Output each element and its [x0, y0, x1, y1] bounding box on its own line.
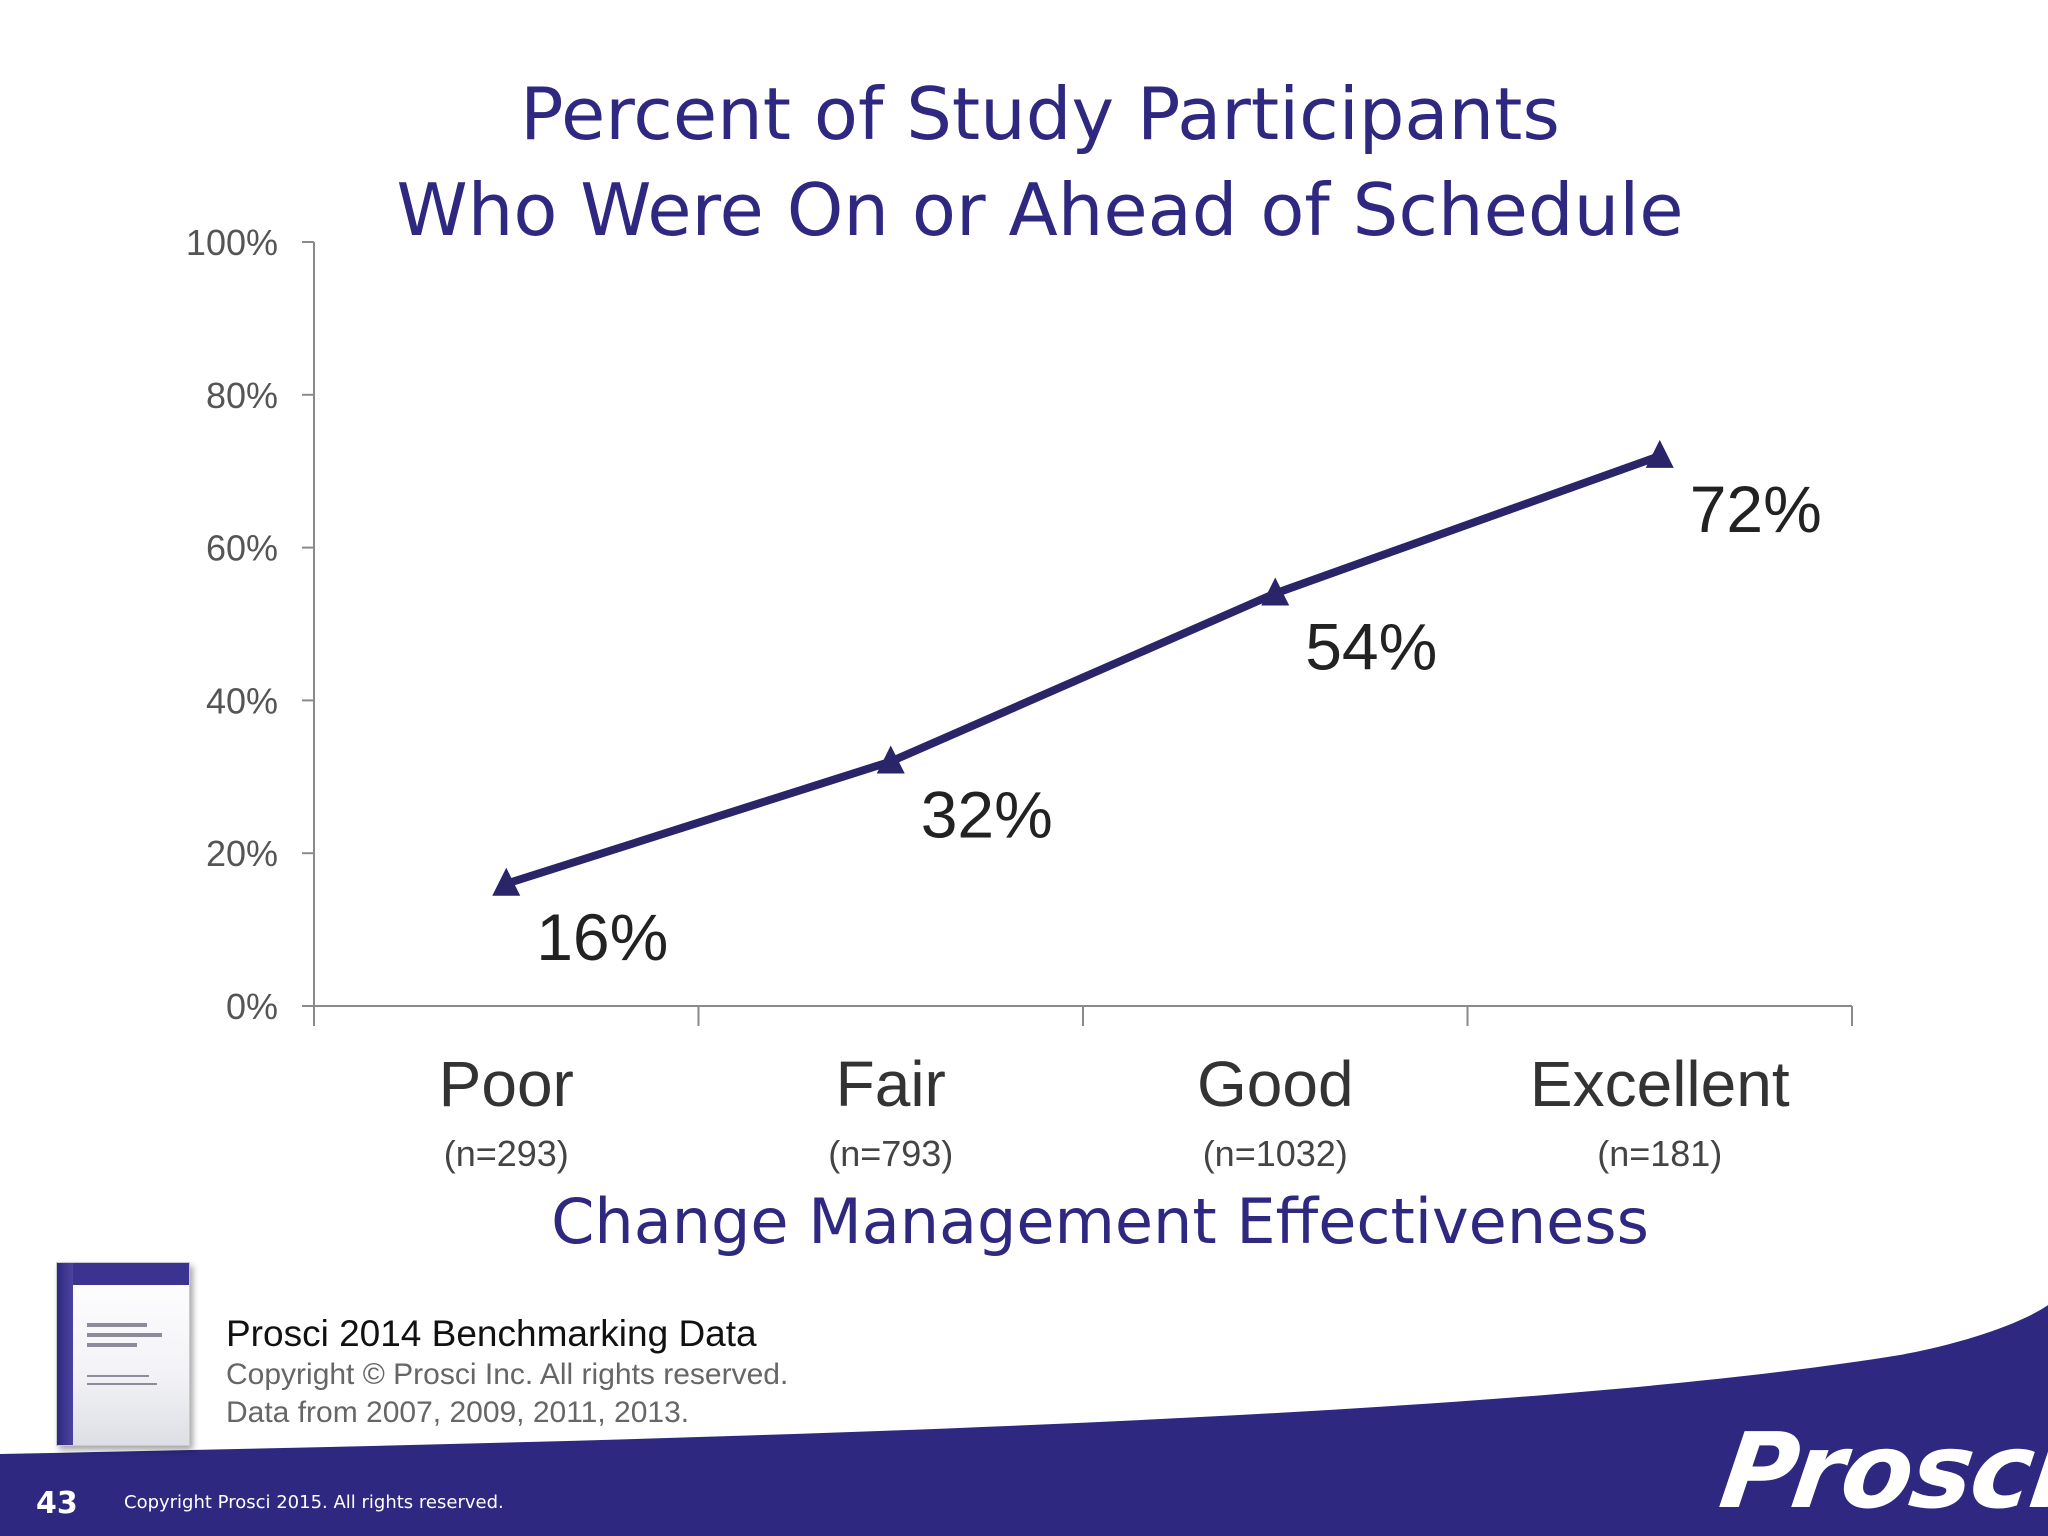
y-tick-label: 40% [206, 680, 278, 721]
chart-title-line-2: Who Were On or Ahead of Schedule [396, 168, 1684, 252]
line-chart: 0% 20% 40% 60% 80% 100% Poor (n=293) Fair (n=793)… [186, 222, 1853, 1174]
x-category-sublabel: (n=793) [828, 1133, 953, 1174]
x-category-label: Fair [836, 1048, 946, 1120]
chart-title-line-1: Percent of Study Participants [520, 72, 1560, 156]
y-tick-label: 60% [206, 528, 278, 569]
data-point-marker [1645, 439, 1674, 468]
x-category-sublabel: (n=1032) [1203, 1133, 1348, 1174]
footer-copyright: Copyright Prosci 2015. All rights reserv… [124, 1492, 504, 1513]
data-label: 54% [1305, 609, 1437, 683]
page-number: 43 [36, 1486, 78, 1521]
source-note: Prosci 2014 Benchmarking Data Copyright … [226, 1312, 788, 1432]
source-heading: Prosci 2014 Benchmarking Data [226, 1313, 757, 1354]
y-tick-label: 0% [226, 986, 278, 1027]
data-label: 72% [1690, 472, 1822, 546]
series-line [505, 452, 1662, 888]
x-category-label: Good [1197, 1048, 1354, 1120]
source-years: Data from 2007, 2009, 2011, 2013. [226, 1396, 690, 1429]
x-category-label: Excellent [1530, 1048, 1790, 1120]
source-copyright: Copyright © Prosci Inc. All rights reser… [226, 1358, 789, 1391]
data-point-marker [1261, 577, 1290, 606]
y-tick-label: 80% [206, 375, 278, 416]
data-label: 32% [921, 778, 1053, 852]
report-cover-thumbnail [56, 1262, 190, 1446]
y-tick-label: 20% [206, 833, 278, 874]
data-label: 16% [536, 900, 668, 974]
y-tick-label: 100% [186, 222, 278, 263]
x-axis-title: Change Management Effectiveness [551, 1185, 1649, 1258]
x-category-label: Poor [439, 1048, 574, 1120]
logo-text: Prosci [1713, 1410, 2048, 1532]
data-point-marker [876, 745, 905, 774]
data-point-marker [492, 867, 521, 896]
x-category-sublabel: (n=293) [444, 1133, 569, 1174]
prosci-logo: Prosci® [1713, 1410, 2048, 1532]
chart-title: Percent of Study Participants Who Were O… [200, 66, 1880, 258]
x-category-sublabel: (n=181) [1597, 1133, 1722, 1174]
